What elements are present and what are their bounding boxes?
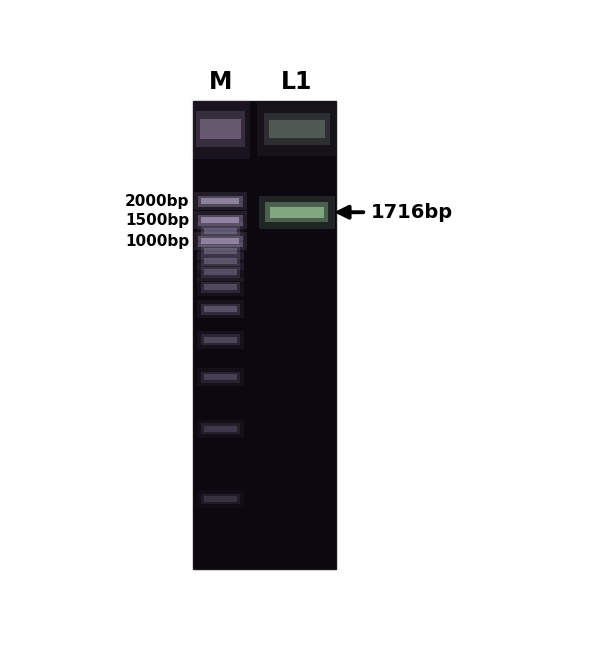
Bar [204,247,237,254]
Bar [269,120,325,138]
Bar [201,423,240,434]
Bar [197,331,244,349]
Bar [204,270,237,275]
Bar [204,306,237,312]
Bar [196,111,245,147]
Text: 1000bp: 1000bp [125,234,189,249]
Bar [198,215,242,226]
Bar [202,217,239,223]
Bar [204,337,237,342]
Bar [197,420,244,437]
Bar [204,228,237,234]
Bar [193,101,336,570]
Bar [204,284,237,290]
Text: 1500bp: 1500bp [125,213,189,228]
Bar [197,278,244,296]
Bar [197,263,244,281]
Bar [197,368,244,386]
Bar [201,225,240,236]
Bar [259,196,334,229]
Text: 1716bp: 1716bp [371,202,453,222]
Bar [198,236,242,247]
Bar [204,496,237,502]
Bar [265,202,328,222]
Bar [197,300,244,318]
Bar [197,252,244,270]
Bar [193,211,247,229]
Bar [197,242,244,260]
Bar [204,426,237,432]
Bar [193,193,247,210]
Bar [264,113,330,145]
Bar [193,101,336,570]
Bar [202,238,239,244]
Bar [191,99,250,159]
Bar [201,267,240,277]
Bar [201,372,240,383]
Bar [257,102,336,156]
Text: 2000bp: 2000bp [125,194,189,209]
Bar [204,258,237,264]
Bar [201,304,240,314]
Bar [201,335,240,345]
Bar [197,222,244,240]
Bar [198,196,242,207]
Bar [270,207,324,217]
Bar [204,374,237,380]
Bar [197,490,244,508]
Bar [201,282,240,293]
Bar [199,118,241,139]
Bar [202,199,239,204]
Bar [201,256,240,266]
Bar [201,245,240,256]
Text: L1: L1 [281,70,312,94]
Bar [201,493,240,505]
Bar [193,232,247,250]
Text: M: M [209,70,232,94]
